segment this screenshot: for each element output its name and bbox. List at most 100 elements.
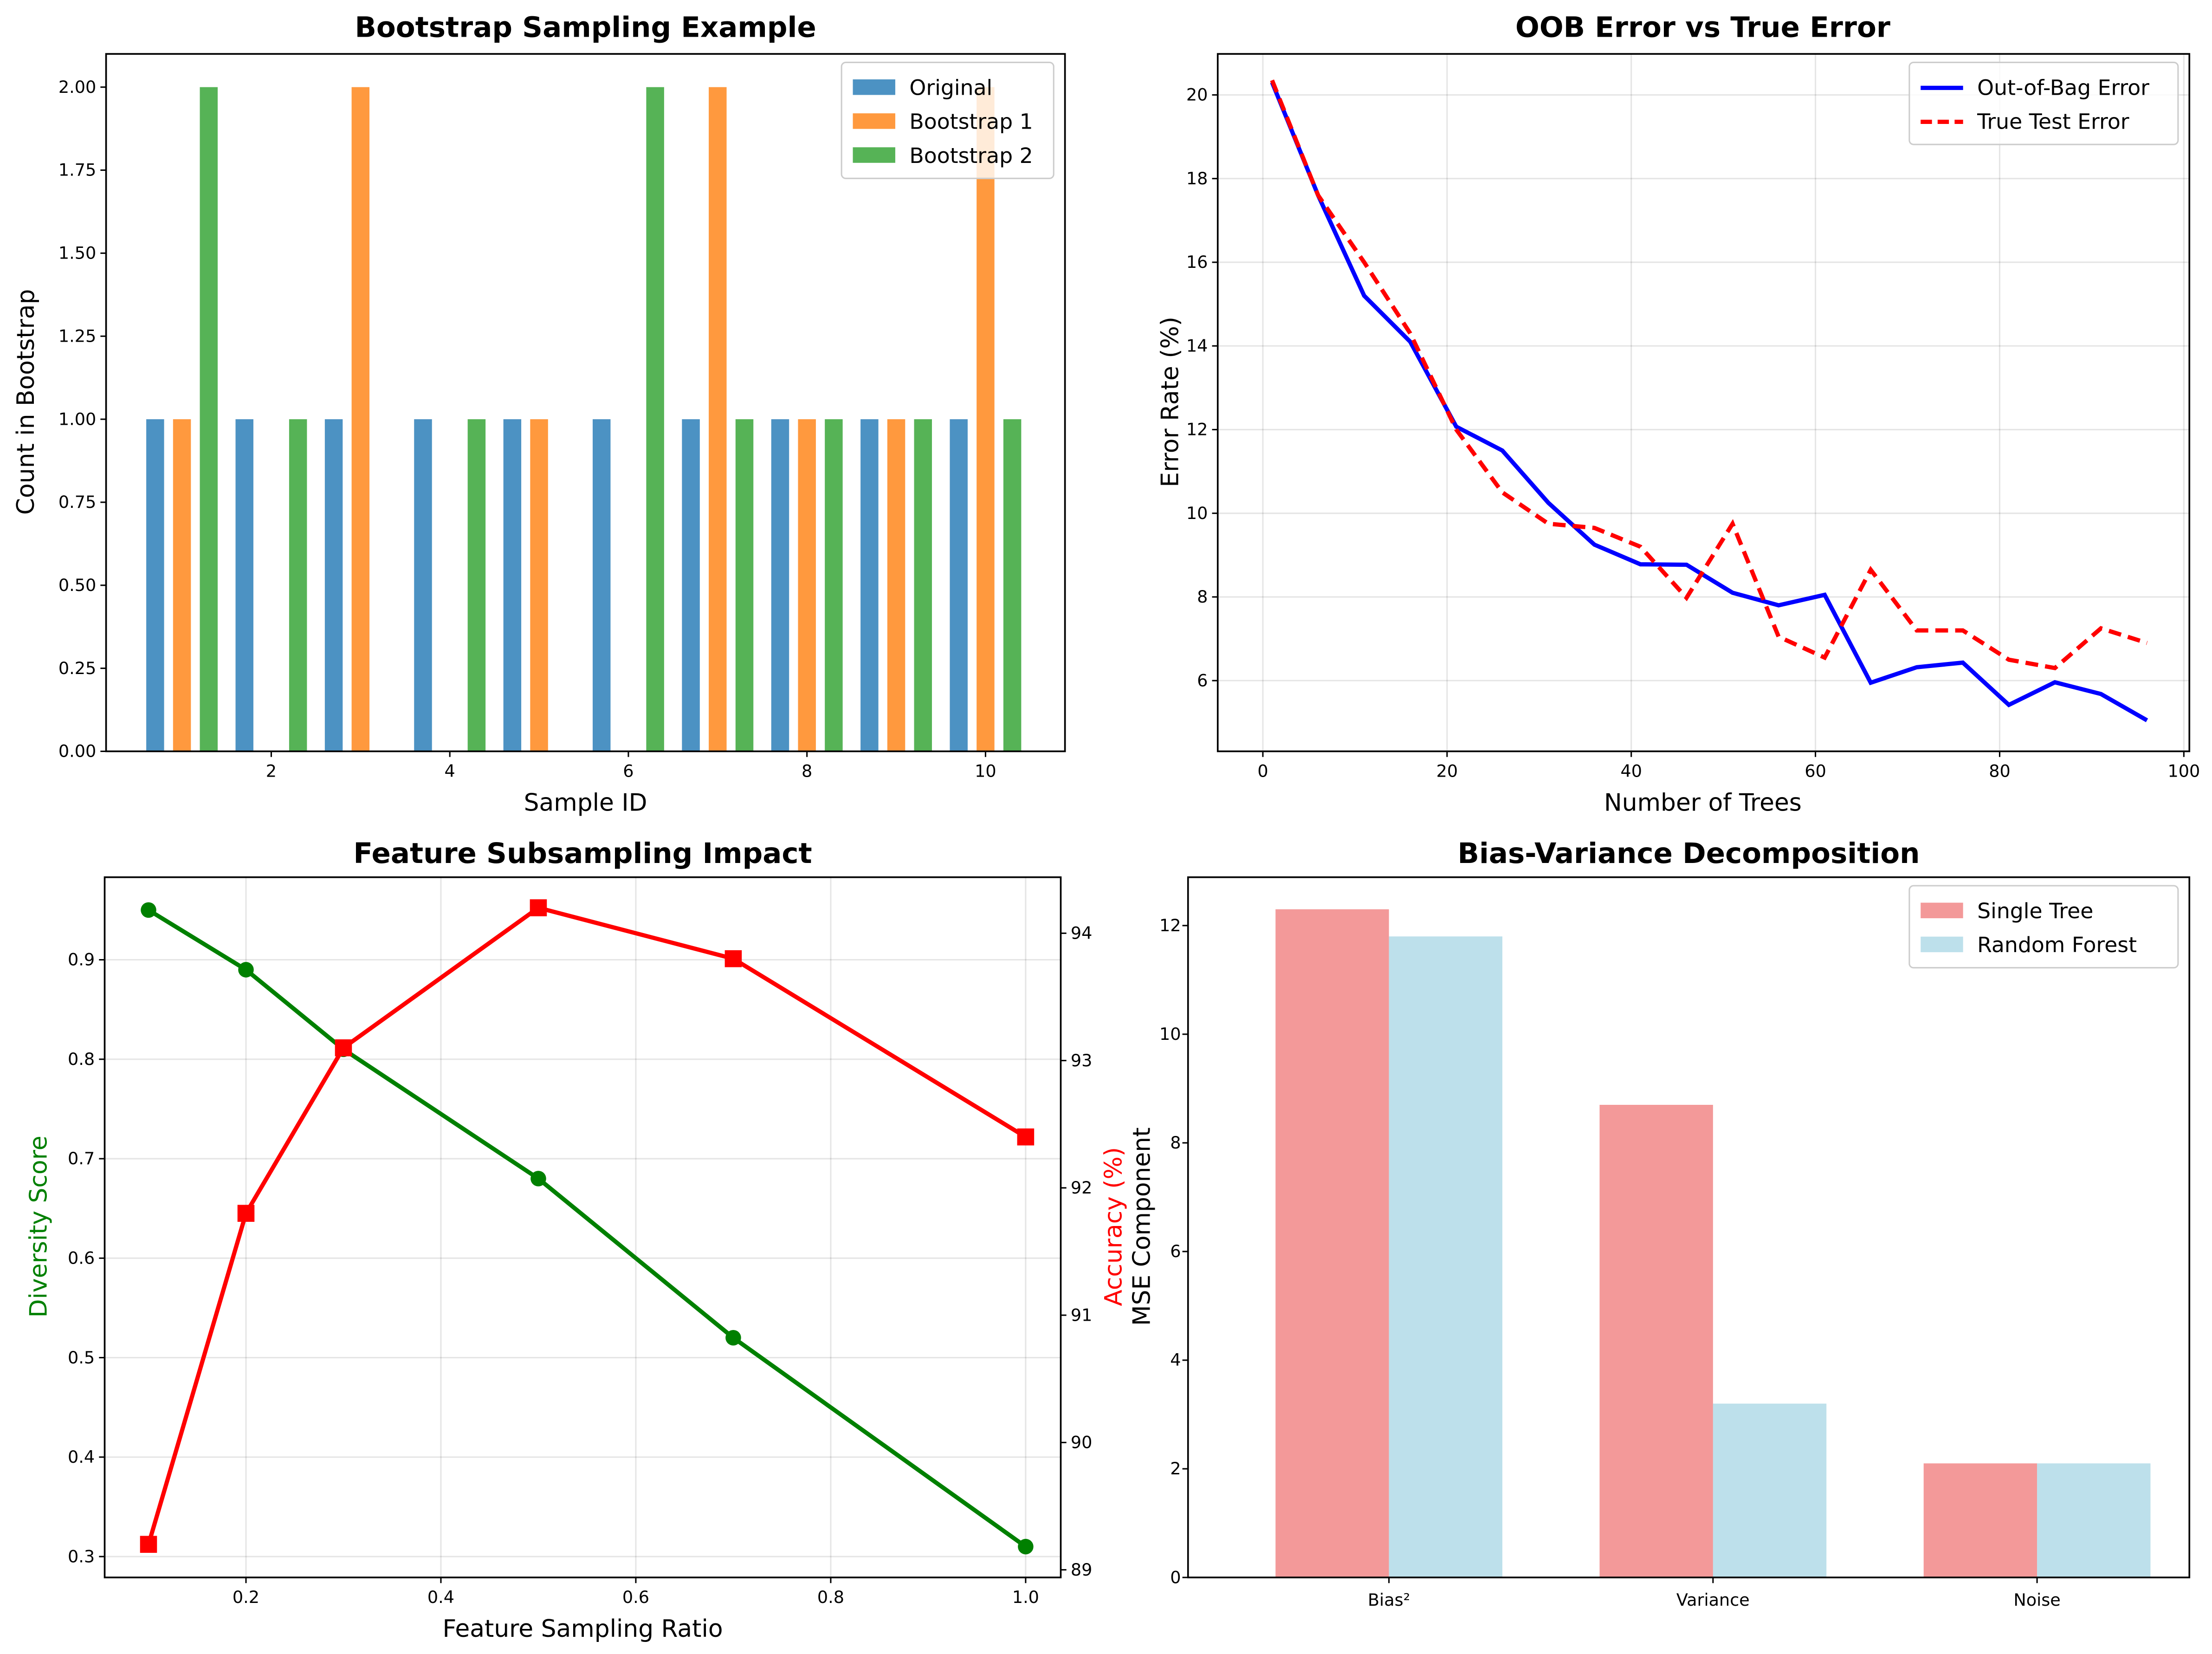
chart3-point-accuracy: [530, 899, 547, 916]
chart3-xlabel: Feature Sampling Ratio: [442, 1615, 723, 1643]
chart3-ytick-label-right: 91: [1071, 1305, 1093, 1325]
chart3-title: Feature Subsampling Impact: [353, 837, 812, 870]
chart1-legend-swatch: [853, 113, 895, 129]
chart3-line-diversity: [147, 908, 1027, 1549]
chart1-bar-bootstrap-2: [646, 87, 664, 752]
chart2-legend-label: Out-of-Bag Error: [1977, 76, 2149, 100]
chart2-xtick-label: 20: [1436, 761, 1458, 781]
chart4-ytick-label: 4: [1170, 1350, 1181, 1370]
chart1-ytick-label: 1.50: [58, 243, 96, 263]
chart2-legend-label: True Test Error: [1977, 110, 2129, 134]
chart1-bar-bootstrap-2: [914, 419, 932, 752]
chart1-ytick-label: 0.25: [58, 658, 96, 678]
chart3-line-accuracy: [146, 905, 1027, 1545]
chart3-point-diversity: [1018, 1538, 1034, 1555]
chart3-point-accuracy: [335, 1039, 352, 1057]
chart1-bar-original: [860, 419, 879, 752]
chart1-ytick-label: 1.00: [58, 409, 96, 429]
chart3-ytick-label: 0.6: [68, 1248, 95, 1268]
chart3-xtick-label: 0.6: [622, 1587, 649, 1607]
chart1-legend-label: Original: [909, 76, 992, 100]
chart4-legend: [1908, 885, 2179, 969]
chart3-point-accuracy: [237, 1205, 255, 1222]
chart1-axes-frame: [105, 53, 1066, 752]
chart2-axes-frame: [1216, 53, 2191, 752]
chart3-ytick-label-right: 89: [1071, 1560, 1093, 1580]
chart3-xtick-label: 0.4: [427, 1587, 454, 1607]
chart2-ytick-label: 6: [1197, 670, 1208, 690]
chart1-legend-label: Bootstrap 1: [909, 110, 1033, 134]
chart4-bar-random-forest: [2037, 1463, 2151, 1578]
chart1-xtick-label: 10: [975, 761, 996, 781]
chart3-point-accuracy: [724, 950, 742, 967]
chart1-bar-original: [592, 419, 611, 752]
chart3-ytick-label-right: 93: [1071, 1051, 1093, 1070]
chart3-ylabel-right: Accuracy (%): [1100, 1147, 1128, 1306]
chart3-xtick-label: 1.0: [1012, 1587, 1039, 1607]
chart2-line-out-of-bag-error: [1270, 81, 2148, 722]
chart1-legend-swatch: [853, 147, 895, 163]
chart1-bar-bootstrap-1: [798, 419, 816, 752]
chart4-legend-swatch: [1921, 936, 1963, 953]
chart2-xtick-label: 0: [1257, 761, 1268, 781]
chart3-point-accuracy: [140, 1536, 157, 1553]
chart3-ytick-label: 0.5: [68, 1348, 95, 1368]
chart2-xtick-label: 60: [1805, 761, 1826, 781]
chart4-legend-swatch: [1921, 902, 1963, 919]
chart4-ytick-label: 10: [1159, 1024, 1181, 1044]
chart1-bar-original: [235, 419, 253, 752]
chart1-bar-bootstrap-2: [1003, 419, 1022, 752]
chart1-ylabel: Count in Bootstrap: [12, 289, 40, 515]
chart1-xtick-label: 4: [445, 761, 455, 781]
chart2-ylabel: Error Rate (%): [1156, 317, 1184, 487]
chart3-ytick-label: 0.4: [68, 1447, 95, 1467]
chart1-ytick-label: 0.00: [58, 741, 96, 761]
chart2-xtick-label: 80: [1989, 761, 2011, 781]
chart4-ytick-label: 8: [1170, 1133, 1181, 1153]
chart3-ytick-label: 0.7: [68, 1148, 95, 1168]
chart2-xtick-label: 40: [1620, 761, 1642, 781]
chart4-axes-frame: [1187, 876, 2191, 1578]
chart4-ylabel: MSE Component: [1128, 1128, 1156, 1326]
chart4-ytick-label: 2: [1170, 1459, 1181, 1479]
chart3-ytick-label: 0.9: [68, 950, 95, 970]
chart4-ytick-label: 6: [1170, 1241, 1181, 1261]
chart2-xlabel: Number of Trees: [1604, 789, 1802, 817]
chart1-ytick-label: 0.75: [58, 492, 96, 512]
chart3-point-accuracy: [1017, 1128, 1035, 1146]
chart2-ytick-label: 8: [1197, 587, 1208, 607]
chart1-xtick-label: 2: [266, 761, 277, 781]
chart3-xtick-label: 0.8: [817, 1587, 844, 1607]
chart1-bar-bootstrap-2: [289, 419, 307, 752]
chart4-xtick-label: Bias²: [1368, 1590, 1410, 1610]
chart3-ytick-label-right: 90: [1071, 1433, 1093, 1453]
chart1-bar-original: [771, 419, 789, 752]
chart4-xtick-label: Variance: [1676, 1590, 1750, 1610]
chart1-bar-bootstrap-1: [887, 419, 905, 752]
chart1-bar-original: [146, 419, 164, 752]
chart1-bar-original: [503, 419, 522, 752]
chart2-ytick-label: 20: [1186, 85, 1208, 105]
chart4-title: Bias-Variance Decomposition: [1458, 837, 1920, 870]
chart3-point-diversity: [530, 1171, 546, 1187]
chart1-bar-bootstrap-2: [467, 419, 486, 752]
chart3-point-diversity: [238, 962, 254, 978]
chart1-ytick-label: 0.50: [58, 575, 96, 595]
chart4-legend-label: Single Tree: [1977, 899, 2093, 923]
chart1-title: Bootstrap Sampling Example: [355, 11, 816, 44]
chart1-bar-bootstrap-1: [530, 419, 548, 752]
chart4-bar-single-tree: [1599, 1105, 1713, 1578]
chart1-bar-original: [950, 419, 968, 752]
chart1-bar-original: [682, 419, 700, 752]
chart3-ytick-label-right: 94: [1071, 923, 1093, 943]
chart3-ylabel-left: Diversity Score: [25, 1135, 53, 1317]
chart1-xtick-label: 8: [802, 761, 812, 781]
chart1-bar-bootstrap-1: [709, 87, 727, 752]
chart1-legend-label: Bootstrap 2: [909, 143, 1033, 168]
chart1-bar-original: [414, 419, 432, 752]
chart1-bar-bootstrap-2: [825, 419, 843, 752]
chart2-legend: [1908, 61, 2179, 145]
chart3-point-diversity: [725, 1330, 741, 1346]
